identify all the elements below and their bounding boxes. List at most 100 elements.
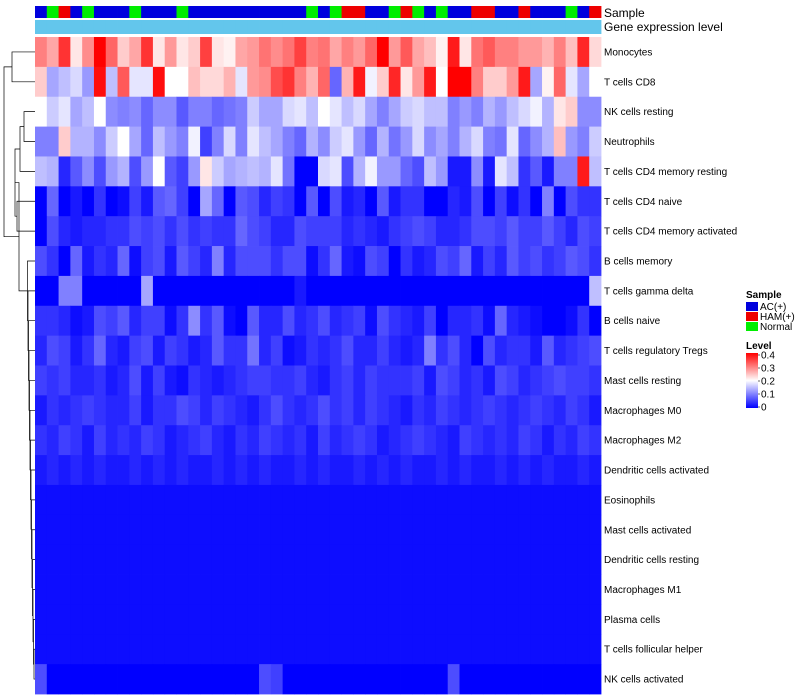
heatmap-cell — [259, 186, 272, 217]
expression-cell — [376, 20, 390, 34]
heatmap-cell — [553, 365, 567, 396]
sample-cell — [223, 6, 236, 18]
heatmap-cell — [129, 604, 142, 635]
heatmap-cell — [105, 484, 118, 516]
heatmap-cell — [117, 66, 130, 98]
heatmap-cell — [282, 574, 295, 605]
heatmap-cell — [341, 335, 354, 366]
heatmap-cell — [129, 96, 142, 127]
heatmap-cell — [506, 335, 519, 366]
heatmap-cell — [376, 216, 390, 247]
heatmap-cell — [494, 275, 508, 307]
sample-cell — [117, 6, 130, 18]
heatmap-cell — [306, 126, 319, 157]
heatmap-cell — [589, 126, 602, 157]
row-label: B cells naive — [604, 316, 661, 327]
heatmap-cell — [82, 305, 95, 337]
row-label: B cells memory — [604, 256, 672, 267]
heatmap-cell — [565, 604, 578, 635]
heatmap-cell — [93, 305, 107, 337]
heatmap-cell — [530, 514, 543, 546]
heatmap-cell — [152, 604, 166, 635]
row-label: NK cells activated — [604, 675, 683, 686]
heatmap-cell — [164, 216, 177, 247]
heatmap-cell — [235, 484, 248, 516]
heatmap-cell — [447, 156, 460, 187]
heatmap-cell — [447, 634, 460, 665]
heatmap-cell — [329, 37, 342, 68]
heatmap-cell — [565, 216, 578, 247]
heatmap-cell — [105, 186, 118, 217]
sample-cell — [35, 6, 48, 18]
heatmap-cell — [577, 604, 590, 635]
heatmap-cell — [589, 574, 602, 605]
heatmap-cell — [46, 365, 59, 396]
expression-cell — [141, 20, 154, 34]
heatmap-cell — [46, 664, 59, 695]
expression-cell — [105, 20, 118, 34]
heatmap-cell — [376, 365, 390, 396]
heatmap-cell — [235, 66, 248, 98]
heatmap-cell — [270, 455, 284, 486]
heatmap-cell — [46, 216, 59, 247]
heatmap-cell — [270, 126, 284, 157]
heatmap-cell — [70, 544, 83, 575]
heatmap-cell — [129, 246, 142, 277]
expression-cell — [70, 20, 83, 34]
heatmap-cell — [506, 574, 519, 605]
heatmap-cell — [577, 455, 590, 486]
heatmap-cell — [211, 66, 225, 98]
heatmap-cell — [577, 634, 590, 665]
heatmap-cell — [400, 246, 413, 277]
heatmap-cell — [58, 634, 71, 665]
heatmap-cell — [376, 275, 390, 307]
heatmap-cell — [388, 275, 401, 307]
heatmap-cell — [341, 365, 354, 396]
heatmap-cell — [435, 305, 449, 337]
heatmap-cell — [93, 335, 107, 366]
heatmap-cell — [58, 335, 71, 366]
heatmap-cell — [152, 395, 166, 426]
heatmap-cell — [400, 96, 413, 127]
expression-cell — [435, 20, 449, 34]
heatmap-cell — [176, 574, 189, 605]
heatmap-cell — [589, 365, 602, 396]
heatmap-cell — [435, 514, 449, 546]
heatmap-cell — [105, 246, 118, 277]
heatmap-cell — [164, 186, 177, 217]
heatmap-cell — [388, 365, 401, 396]
heatmap-cell — [70, 514, 83, 546]
heatmap-cell — [235, 216, 248, 247]
heatmap-cell — [318, 514, 331, 546]
heatmap-cell — [518, 425, 531, 456]
sample-cell — [412, 6, 425, 18]
heatmap-cell — [211, 305, 225, 337]
heatmap-cell — [282, 37, 295, 68]
heatmap-cell — [577, 664, 590, 695]
heatmap-cell — [412, 246, 425, 277]
heatmap-cell — [530, 335, 543, 366]
heatmap-cell — [247, 335, 260, 366]
heatmap-cell — [129, 455, 142, 486]
heatmap-cell — [247, 275, 260, 307]
heatmap-cell — [117, 514, 130, 546]
heatmap-cell — [117, 246, 130, 277]
heatmap-cell — [58, 96, 71, 127]
heatmap-cell — [247, 455, 260, 486]
heatmap-cell — [518, 96, 531, 127]
heatmap-cell — [506, 484, 519, 516]
heatmap-cell — [329, 514, 342, 546]
heatmap-cell — [70, 365, 83, 396]
heatmap-cell — [353, 455, 366, 486]
heatmap-cell — [483, 156, 496, 187]
heatmap-cell — [424, 216, 437, 247]
heatmap-cell — [164, 66, 177, 98]
heatmap-cell — [105, 604, 118, 635]
heatmap-cell — [459, 275, 472, 307]
level-tick-label: 0.3 — [761, 364, 775, 375]
heatmap-cell — [223, 604, 236, 635]
heatmap-cell — [117, 425, 130, 456]
legend-swatch — [746, 302, 758, 311]
heatmap-cell — [35, 514, 48, 546]
heatmap-cell — [58, 514, 71, 546]
